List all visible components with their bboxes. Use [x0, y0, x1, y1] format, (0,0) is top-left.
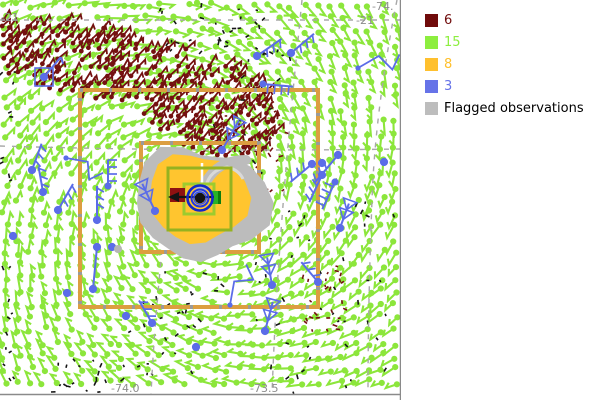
blue-observations [8, 32, 401, 352]
legend-label: 6 [444, 12, 453, 28]
legend-item-6: 6 [401, 9, 600, 31]
legend-swatch-blue [425, 79, 438, 93]
legend-label: 3 [444, 78, 453, 94]
legend-label: Flagged observations [444, 100, 584, 116]
legend-swatch-orange [425, 57, 438, 71]
legend-swatch-gray [425, 101, 438, 115]
legend-swatch-green [425, 35, 438, 49]
legend-item-8: 8 [401, 53, 600, 75]
wind-map-plot [0, 0, 402, 400]
legend-label: 15 [444, 34, 461, 50]
gray-flagged-dot [114, 245, 122, 253]
legend-item-flagged: Flagged observations [401, 97, 600, 119]
legend-swatch-dark-red [425, 13, 438, 27]
legend-label: 8 [444, 56, 453, 72]
wind-map-plot-area [0, 0, 402, 400]
legend-item-15: 15 [401, 31, 600, 53]
storm-symbol [166, 166, 233, 232]
legend: 6 15 8 3 Flagged observations [401, 0, 600, 400]
plot-frame [0, 0, 402, 400]
legend-item-3: 3 [401, 75, 600, 97]
analysis-marker [212, 191, 221, 204]
